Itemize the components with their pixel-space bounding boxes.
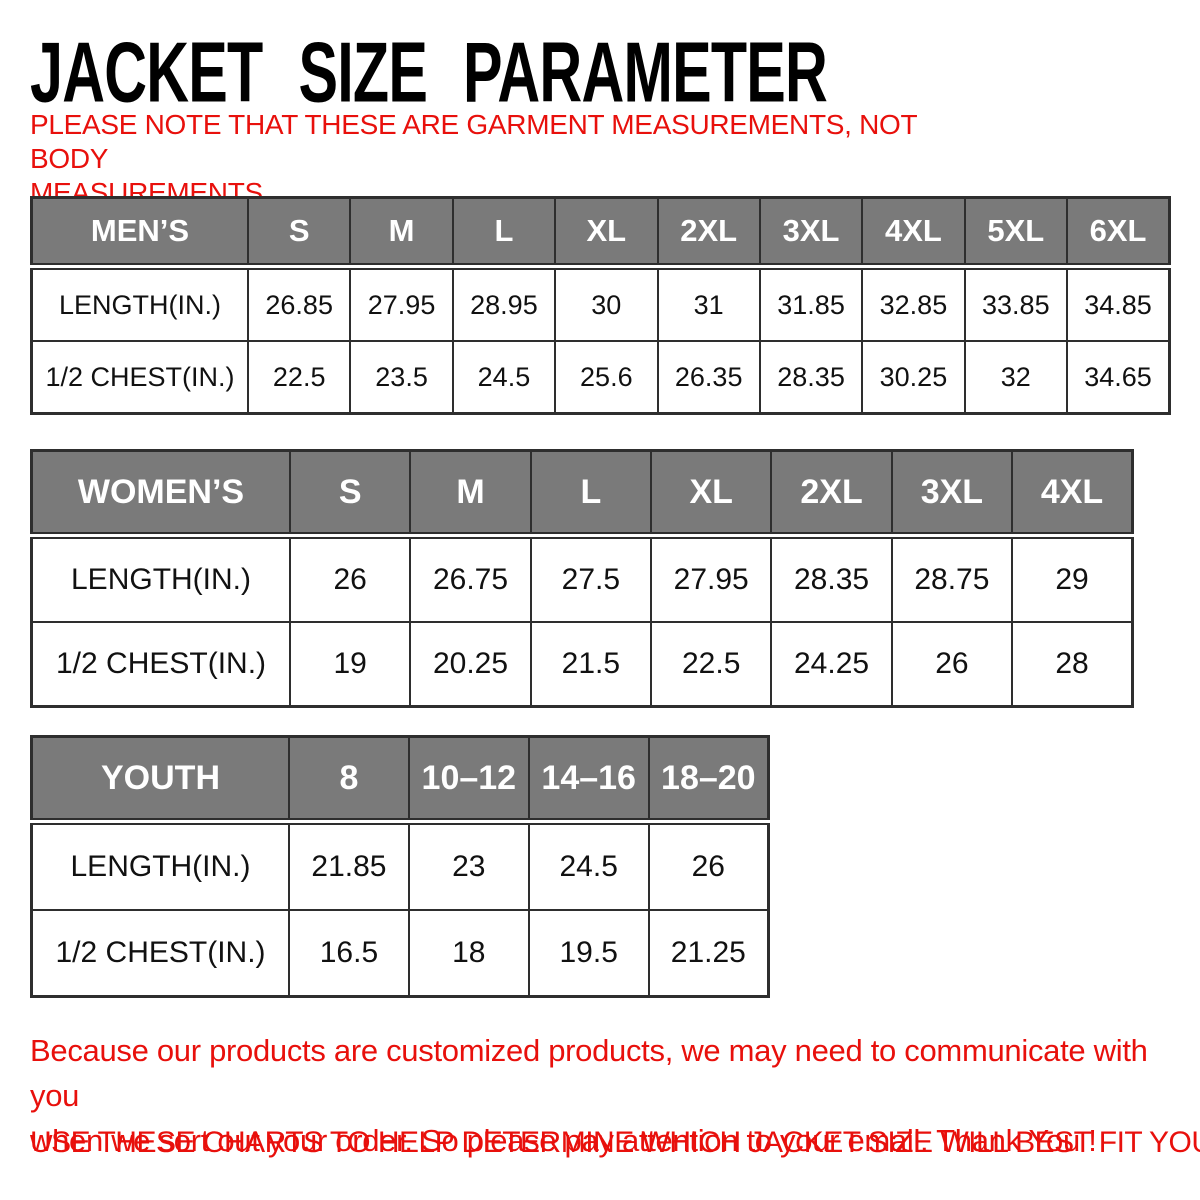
size-header-cell: XL <box>650 449 773 539</box>
measurement-cell: 19 <box>288 621 412 708</box>
row-label-cell: 1/2 CHEST(IN.) <box>30 340 249 415</box>
measurement-cell: 26.85 <box>246 265 352 342</box>
measurement-cell: 32 <box>963 340 1069 415</box>
measurement-cell: 28.35 <box>758 340 864 415</box>
measurement-cell: 34.85 <box>1066 265 1171 342</box>
measurement-cell: 24.5 <box>527 820 650 911</box>
table-row: LENGTH(IN.) 26 26.75 27.5 27.95 28.35 28.75 29 <box>30 534 1134 623</box>
measurement-cell: 29 <box>1011 534 1134 623</box>
measurement-cell: 16.5 <box>288 909 410 998</box>
table-row: 1/2 CHEST(IN.) 22.5 23.5 24.5 25.6 26.35 28.35… <box>30 340 1171 415</box>
size-header-cell: 5XL <box>963 196 1069 270</box>
measurement-cell: 22.5 <box>246 340 352 415</box>
measurement-cell: 30 <box>554 265 659 342</box>
womens-size-table: WOMEN’S S M L XL 2XL 3XL 4XL LENGTH(IN.) 26 26.75… <box>30 449 1134 708</box>
measurement-cell: 18 <box>407 909 530 998</box>
size-chart-advice: USE THESE CHARTS TO HELP DETERMINE WHICH… <box>30 1126 1200 1159</box>
row-label-cell: LENGTH(IN.) <box>30 534 291 623</box>
measurement-cell: 26 <box>890 621 1014 708</box>
measurement-cell: 21.25 <box>647 909 770 998</box>
measurement-cell: 28.75 <box>890 534 1014 623</box>
garment-measurement-note: PLEASE NOTE THAT THESE ARE GARMENT MEASU… <box>30 108 970 210</box>
size-header-cell: 4XL <box>861 196 966 270</box>
row-label-cell: 1/2 CHEST(IN.) <box>30 909 290 998</box>
size-header-cell: 2XL <box>656 196 761 270</box>
measurement-cell: 26.75 <box>409 534 532 623</box>
measurement-cell: 34.65 <box>1066 340 1171 415</box>
notice-line-2: when we sort out your order. So please p… <box>30 1123 1097 1158</box>
measurement-cell: 31 <box>656 265 761 342</box>
size-header-cell: 8 <box>288 735 410 825</box>
size-header-cell: 14–16 <box>527 735 650 825</box>
size-header-cell: 18–20 <box>647 735 770 825</box>
size-header-cell: M <box>349 196 454 270</box>
size-header-cell: S <box>246 196 352 270</box>
measurement-cell: 27.95 <box>650 534 773 623</box>
measurement-cell: 26 <box>288 534 412 623</box>
measurement-cell: 28.35 <box>770 534 893 623</box>
size-header-cell: 3XL <box>758 196 864 270</box>
measurement-cell: 27.95 <box>349 265 454 342</box>
measurement-cell: 24.25 <box>770 621 893 708</box>
mens-header-row: MEN’S S M L XL 2XL 3XL 4XL 5XL 6XL <box>30 196 1171 270</box>
measurement-cell: 28 <box>1011 621 1134 708</box>
size-header-cell: L <box>451 196 557 270</box>
measurement-cell: 27.5 <box>529 534 653 623</box>
measurement-cell: 22.5 <box>650 621 773 708</box>
measurement-cell: 26.35 <box>656 340 761 415</box>
measurement-cell: 31.85 <box>758 265 864 342</box>
size-header-cell: M <box>409 449 532 539</box>
table-row: LENGTH(IN.) 21.85 23 24.5 26 <box>30 820 770 911</box>
mens-size-table: MEN’S S M L XL 2XL 3XL 4XL 5XL 6XL LENGTH(IN.) 26.… <box>30 196 1171 415</box>
table-title-cell: YOUTH <box>30 735 290 825</box>
table-title-cell: MEN’S <box>30 196 249 270</box>
size-header-cell: 10–12 <box>407 735 530 825</box>
row-label-cell: 1/2 CHEST(IN.) <box>30 621 291 708</box>
customization-notice: Because our products are customized prod… <box>30 1028 1190 1163</box>
measurement-cell: 28.95 <box>451 265 557 342</box>
table-row: 1/2 CHEST(IN.) 16.5 18 19.5 21.25 <box>30 909 770 998</box>
measurement-cell: 23 <box>407 820 530 911</box>
row-label-cell: LENGTH(IN.) <box>30 265 249 342</box>
size-header-cell: L <box>529 449 653 539</box>
measurement-cell: 20.25 <box>409 621 532 708</box>
row-label-cell: LENGTH(IN.) <box>30 820 290 911</box>
measurement-cell: 24.5 <box>451 340 557 415</box>
measurement-cell: 33.85 <box>963 265 1069 342</box>
size-header-cell: XL <box>554 196 659 270</box>
table-title-cell: WOMEN’S <box>30 449 291 539</box>
measurement-cell: 23.5 <box>349 340 454 415</box>
measurement-cell: 21.85 <box>288 820 410 911</box>
size-header-cell: S <box>288 449 412 539</box>
table-row: LENGTH(IN.) 26.85 27.95 28.95 30 31 31.85 32.85… <box>30 265 1171 342</box>
youth-header-row: YOUTH 8 10–12 14–16 18–20 <box>30 735 770 825</box>
size-header-cell: 4XL <box>1011 449 1134 539</box>
size-header-cell: 6XL <box>1066 196 1171 270</box>
note-line-1: PLEASE NOTE THAT THESE ARE GARMENT MEASU… <box>30 109 917 174</box>
measurement-cell: 26 <box>647 820 770 911</box>
table-row: 1/2 CHEST(IN.) 19 20.25 21.5 22.5 24.25 26 28 <box>30 621 1134 708</box>
page-title: JACKET SIZE PARAMETER <box>30 25 828 121</box>
measurement-cell: 21.5 <box>529 621 653 708</box>
measurement-cell: 32.85 <box>861 265 966 342</box>
youth-size-table: YOUTH 8 10–12 14–16 18–20 LENGTH(IN.) 21.85 23… <box>30 735 770 998</box>
size-header-cell: 2XL <box>770 449 893 539</box>
measurement-cell: 25.6 <box>554 340 659 415</box>
measurement-cell: 19.5 <box>527 909 650 998</box>
size-header-cell: 3XL <box>890 449 1014 539</box>
measurement-cell: 30.25 <box>861 340 966 415</box>
notice-line-1: Because our products are customized prod… <box>30 1033 1148 1113</box>
womens-header-row: WOMEN’S S M L XL 2XL 3XL 4XL <box>30 449 1134 539</box>
